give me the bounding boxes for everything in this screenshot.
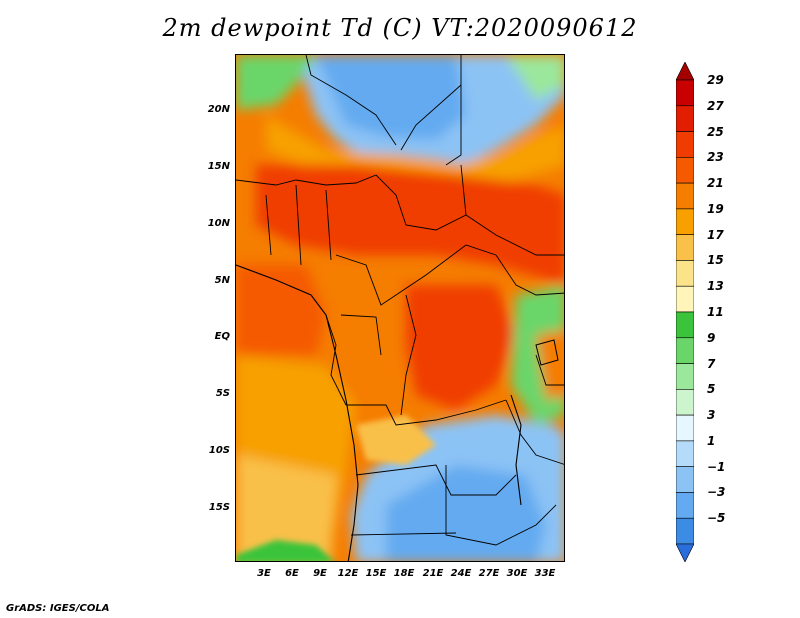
lon-label-12e: 12E (337, 568, 359, 579)
lon-label-15e: 15E (365, 568, 387, 579)
border-line (400, 55, 462, 151)
lake-tanganyika-outline (510, 394, 522, 506)
colorbar-swatch (676, 414, 694, 442)
lon-label-6e: 6E (285, 568, 299, 579)
colorbar-swatch (676, 208, 694, 235)
lake-victoria-outline (535, 339, 559, 366)
colorbar-label: 21 (707, 176, 724, 191)
colorbar-label: 15 (707, 253, 724, 268)
colorbar-label: 11 (707, 305, 724, 319)
colorbar-label: −1 (707, 459, 726, 474)
colorbar-label: 23 (707, 150, 724, 165)
southern-africa-core (386, 465, 546, 561)
dewpoint-map (235, 54, 565, 562)
angola-plateau (356, 415, 436, 465)
border-line (445, 85, 462, 166)
colorbar-bottom-arrow (676, 543, 694, 562)
lat-label-eq: EQ (214, 331, 230, 342)
colorbar-swatch (676, 311, 694, 339)
colorbar-label: 19 (707, 201, 724, 216)
lon-label-30e: 30E (506, 568, 528, 579)
lon-label-24e: 24E (450, 568, 472, 579)
congo-moist-core (406, 285, 516, 410)
south-atlantic-light (236, 455, 336, 561)
country-borders (236, 55, 564, 546)
colorbar-label: 13 (707, 279, 724, 294)
map-title: 2m dewpoint Td (C) VT:2020090612 (162, 14, 638, 42)
lon-label-18e: 18E (393, 568, 415, 579)
lon-label-9e: 9E (313, 568, 327, 579)
colorbar-label: 7 (707, 356, 716, 371)
lat-label-5s: 5S (215, 388, 230, 399)
footer-credit: GrADS: IGES/COLA (6, 603, 110, 614)
colorbar-label: 1 (707, 433, 716, 448)
colorbar-top-arrow (676, 62, 694, 81)
lon-label-3e: 3E (257, 568, 271, 579)
colorbar-label: 9 (707, 330, 716, 345)
coastline (236, 264, 359, 561)
border-line (505, 399, 564, 465)
colorbar-swatch (676, 157, 694, 184)
northwest-moist-region (236, 55, 316, 110)
lon-label-33e: 33E (534, 568, 556, 579)
colorbar-swatch (676, 105, 694, 132)
colorbar-label: −5 (707, 511, 726, 526)
lake-victoria-region (536, 330, 564, 400)
dewpoint-map-canvas (236, 55, 564, 561)
border-line (335, 244, 497, 306)
colorbar-label: 27 (707, 98, 724, 113)
colorbar-swatch (676, 363, 694, 390)
colorbar-label: 3 (707, 408, 716, 423)
colorbar (676, 62, 694, 562)
sahara-core-region (316, 55, 466, 140)
colorbar-label: −3 (707, 485, 726, 500)
lon-label-27e: 27E (478, 568, 500, 579)
border-line (340, 314, 382, 356)
colorbar-swatch (676, 389, 694, 416)
border-line (265, 184, 332, 266)
lat-label-10n: 10N (207, 218, 230, 229)
border-line (350, 532, 457, 536)
border-line (465, 214, 564, 256)
southwest-green-patch (236, 540, 334, 561)
colorbar-swatch (676, 260, 694, 287)
border-line (400, 294, 417, 416)
colorbar-swatch (676, 440, 694, 467)
border-line (445, 465, 557, 546)
colorbar-label: 5 (707, 382, 716, 397)
lat-label-10s: 10S (208, 445, 230, 456)
colorbar-label: 29 (707, 73, 724, 87)
northeast-moist-region (506, 55, 564, 100)
colorbar-label: 25 (707, 124, 724, 139)
sahel-moist-belt (256, 165, 564, 285)
colorbar-swatch (676, 182, 694, 210)
colorbar-swatch (676, 131, 694, 158)
colorbar-label: 17 (707, 227, 724, 242)
colorbar-swatch (676, 234, 694, 261)
border-line (325, 314, 347, 406)
lat-label-15n: 15N (207, 161, 230, 172)
border-line (305, 55, 397, 146)
gulf-guinea-moist (236, 265, 326, 355)
colorbar-swatch (676, 79, 694, 107)
colorbar-swatch (676, 285, 694, 313)
colorbar-swatch (676, 492, 694, 519)
lat-label-15s: 15S (208, 502, 230, 513)
border-line (495, 254, 564, 296)
colorbar-swatch (676, 517, 694, 545)
lat-label-5n: 5N (214, 275, 230, 286)
border-line (236, 174, 377, 186)
border-line (375, 164, 467, 231)
border-line (355, 464, 517, 496)
colorbar-swatch (676, 337, 694, 364)
lat-label-20n: 20N (207, 104, 230, 115)
border-line (346, 399, 507, 426)
colorbar-swatch (676, 466, 694, 493)
lon-label-21e: 21E (422, 568, 444, 579)
border-line (535, 354, 564, 386)
